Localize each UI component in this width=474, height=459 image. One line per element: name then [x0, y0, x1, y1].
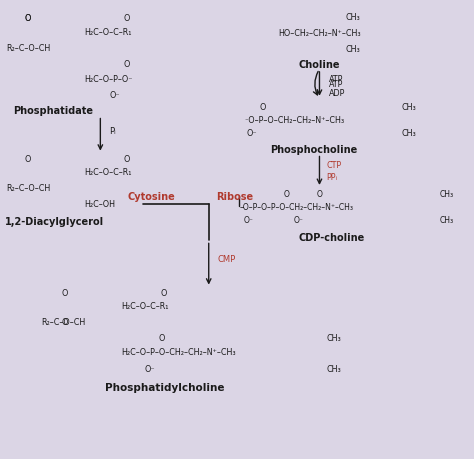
Text: CH₃: CH₃ — [345, 45, 360, 54]
Text: O⁻: O⁻ — [145, 364, 155, 373]
Text: ATP: ATP — [329, 80, 343, 89]
Text: O: O — [158, 334, 165, 342]
Text: CH₃: CH₃ — [401, 129, 416, 138]
Text: O⁻: O⁻ — [246, 129, 257, 138]
Text: O: O — [24, 14, 30, 23]
Text: CH₃: CH₃ — [345, 13, 360, 22]
Text: O: O — [123, 14, 129, 23]
Text: H₂C–O–C–R₁: H₂C–O–C–R₁ — [121, 302, 169, 311]
Text: 1,2-Diacylglycerol: 1,2-Diacylglycerol — [5, 216, 104, 226]
Text: HO–CH₂–CH₂–N⁺–CH₃: HO–CH₂–CH₂–N⁺–CH₃ — [278, 29, 361, 38]
Text: O⁻: O⁻ — [244, 216, 254, 225]
Text: CH₃: CH₃ — [326, 364, 341, 373]
Text: Phosphatidylcholine: Phosphatidylcholine — [105, 382, 225, 392]
Text: Choline: Choline — [298, 60, 340, 70]
Text: CH₃: CH₃ — [439, 216, 454, 225]
Text: O: O — [24, 14, 30, 23]
Text: R₂–C–O–CH: R₂–C–O–CH — [41, 317, 86, 326]
Text: –O–P–O–P–O–CH₂–CH₂–N⁺–CH₃: –O–P–O–P–O–CH₂–CH₂–N⁺–CH₃ — [239, 202, 353, 211]
Text: O: O — [283, 190, 290, 198]
Text: O: O — [62, 317, 68, 326]
Text: H₂C–O–C–R₁: H₂C–O–C–R₁ — [84, 168, 131, 177]
Text: O⁻: O⁻ — [109, 90, 120, 100]
Text: CH₃: CH₃ — [439, 190, 454, 198]
Text: PPᵢ: PPᵢ — [327, 173, 337, 181]
Text: CTP: CTP — [327, 160, 342, 169]
Text: Ribose: Ribose — [216, 192, 253, 202]
Text: O⁻: O⁻ — [293, 216, 303, 225]
Text: ⁻O–P–O–CH₂–CH₂–N⁺–CH₃: ⁻O–P–O–CH₂–CH₂–N⁺–CH₃ — [244, 116, 344, 124]
Text: ATP: ATP — [329, 74, 343, 84]
Text: O: O — [123, 154, 129, 163]
Text: H₂C–O–C–R₁: H₂C–O–C–R₁ — [84, 28, 131, 37]
Text: H₂C–OH: H₂C–OH — [84, 200, 115, 209]
Text: CH₃: CH₃ — [401, 103, 416, 112]
Text: CMP: CMP — [217, 255, 236, 263]
Text: Phosphatidate: Phosphatidate — [13, 106, 93, 116]
Text: H₂C–O–P–O⁻: H₂C–O–P–O⁻ — [84, 74, 132, 84]
Text: Cytosine: Cytosine — [128, 192, 176, 202]
Text: O: O — [62, 288, 68, 297]
Text: O: O — [260, 103, 266, 112]
Text: Phosphocholine: Phosphocholine — [270, 145, 357, 155]
Text: Pᵢ: Pᵢ — [109, 127, 116, 136]
Text: R₂–C–O–CH: R₂–C–O–CH — [6, 44, 50, 52]
Text: CDP-choline: CDP-choline — [298, 233, 365, 243]
Text: R₂–C–O–CH: R₂–C–O–CH — [6, 184, 50, 193]
Text: H₂C–O–P–O–CH₂–CH₂–N⁺–CH₃: H₂C–O–P–O–CH₂–CH₂–N⁺–CH₃ — [121, 347, 236, 356]
Text: O: O — [317, 190, 322, 198]
Text: ADP: ADP — [329, 89, 345, 98]
Text: CH₃: CH₃ — [326, 334, 341, 342]
Text: O: O — [24, 154, 30, 163]
Text: O: O — [161, 288, 167, 297]
Text: O: O — [123, 60, 129, 69]
